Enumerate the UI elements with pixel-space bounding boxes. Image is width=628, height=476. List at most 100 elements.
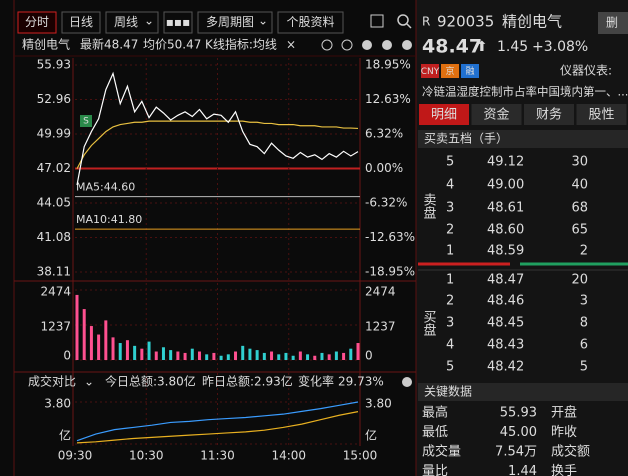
y-tick-label: 38.11: [37, 265, 71, 279]
volume-bar: [342, 352, 346, 360]
tabs: 明细 资金 财务 股性: [419, 104, 627, 125]
yesterday-total: 昨日总额:2.93亿: [202, 374, 293, 389]
order-volume: 30: [571, 155, 588, 170]
order-price: 48.47: [487, 273, 524, 288]
order-volume: 2: [580, 244, 588, 259]
grid-icon[interactable]: [370, 14, 384, 28]
search-icon-handle: [406, 23, 412, 29]
y-tick-label: 亿: [59, 428, 71, 443]
plus-icon[interactable]: [362, 40, 372, 50]
volume-bar: [212, 352, 216, 360]
volume-bar: [291, 355, 295, 360]
level: 5: [446, 155, 454, 170]
volume-bar: [75, 294, 79, 360]
toolbar-label: 分时: [25, 15, 49, 29]
x-tick-label: 10:30: [129, 449, 164, 463]
y2-tick-label: 12.63%: [365, 92, 411, 106]
y-tick-label: 0: [63, 349, 71, 363]
order-price: 48.59: [487, 244, 524, 259]
y-tick-label: 44.05: [37, 196, 71, 210]
key-label: 换手: [551, 464, 577, 476]
toolbar-button[interactable]: [197, 11, 273, 34]
volume-bar: [104, 320, 108, 360]
volume-bar: [125, 340, 129, 360]
market: R: [422, 15, 430, 29]
settings-icon[interactable]: [321, 39, 333, 51]
search-icon[interactable]: [397, 14, 409, 26]
toolbar-label: 多周期图: [206, 15, 254, 29]
volume-bar: [169, 350, 173, 360]
level: 3: [446, 316, 454, 331]
volume-bar: [118, 343, 122, 360]
volume-bar: [154, 351, 158, 360]
badge: [421, 64, 439, 78]
toolbar-button[interactable]: [277, 11, 344, 34]
badge-label: CNY: [421, 67, 440, 77]
y-tick-label: 47.02: [37, 161, 71, 175]
key-label: 最高: [422, 405, 448, 421]
y2-tick-label: -18.95%: [365, 265, 415, 279]
key-label: 最低: [422, 425, 448, 440]
change-label: 变化率: [298, 374, 334, 389]
order-volume: 65: [571, 223, 588, 238]
y-tick-label: 52.96: [37, 92, 71, 106]
more-button[interactable]: [163, 11, 193, 34]
key-label: 成交额: [551, 444, 590, 460]
toolbar-button[interactable]: [61, 11, 101, 34]
gear-icon[interactable]: [402, 40, 412, 50]
volume-bar: [255, 350, 259, 360]
yesterday-line: [76, 411, 359, 444]
volume-bar: [313, 355, 317, 360]
tab-label: 财务: [536, 107, 562, 123]
y2-tick-label: 1237: [365, 320, 396, 334]
key-label: 量比: [422, 464, 448, 476]
tab[interactable]: [419, 104, 469, 125]
tab[interactable]: [471, 104, 522, 125]
order-price: 48.43: [487, 338, 524, 353]
tab[interactable]: [576, 104, 627, 125]
level: 4: [446, 338, 454, 353]
key-label: 成交量: [422, 444, 461, 460]
key-data-title: 关键数据: [424, 384, 472, 399]
signal-badge-text: S: [83, 117, 89, 127]
dropdown-arrow[interactable]: ⌄: [84, 375, 94, 389]
level: 2: [446, 294, 454, 309]
volume-bar: [298, 351, 302, 360]
key-value: 1.44: [508, 464, 537, 476]
today-line: [76, 401, 359, 442]
y2-tick-label: 0: [365, 349, 373, 363]
volume-bar: [270, 351, 274, 360]
order-book-header: [418, 130, 628, 148]
minus-icon[interactable]: [382, 40, 392, 50]
order-volume: 20: [571, 273, 588, 288]
tab[interactable]: [524, 104, 574, 125]
badge-label: 融: [465, 66, 474, 77]
today-total: 今日总额:3.80亿: [105, 374, 196, 389]
signal-badge: [80, 115, 92, 127]
close-icon[interactable]: ×: [286, 38, 296, 52]
minus-icon[interactable]: [341, 39, 353, 51]
toolbar-button[interactable]: [105, 11, 159, 34]
average-price: 均价50.47: [143, 38, 201, 52]
volume-bar: [161, 347, 165, 360]
order-price: 48.46: [487, 294, 524, 309]
toolbar-label: 周线: [114, 15, 138, 29]
badge: [461, 64, 479, 78]
dropdown-arrow: ⌄: [144, 14, 154, 28]
toolbar-button[interactable]: [17, 11, 57, 34]
badge-label: 京: [445, 65, 454, 77]
volume-bar: [89, 326, 93, 360]
key-label: 昨收: [551, 425, 577, 440]
volume-bar: [219, 355, 223, 360]
volume-bar: [183, 352, 187, 360]
volume-bar: [277, 354, 281, 360]
volume-bar: [133, 345, 137, 360]
concept: 冷链温湿度控制市占率中国境内第一、...: [422, 85, 628, 99]
gear-icon[interactable]: [402, 377, 412, 387]
volume-bar: [205, 354, 209, 360]
toolbar-label: 日线: [69, 15, 93, 29]
ma10-label: MA10:41.80: [76, 213, 142, 226]
delete-button[interactable]: [598, 12, 628, 34]
y2-tick-label: 2474: [365, 285, 396, 299]
